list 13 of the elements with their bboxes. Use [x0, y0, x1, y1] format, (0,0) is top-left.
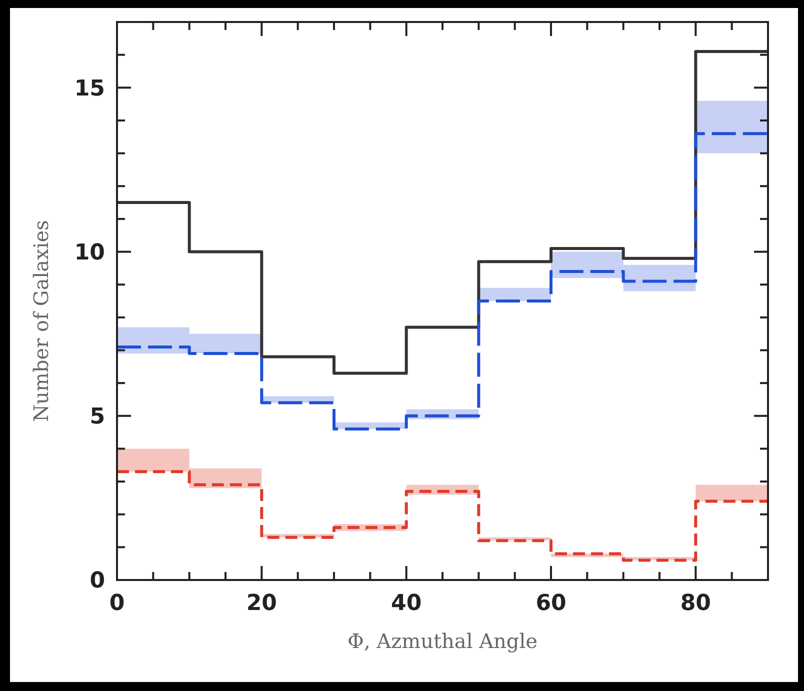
y-tick-label: 10: [74, 240, 105, 266]
bar: [696, 484, 768, 502]
y-tick-label: 5: [90, 404, 105, 430]
x-tick-label: 60: [536, 591, 566, 616]
y-axis-title: Number of Galaxies: [29, 220, 53, 422]
x-axis-title: Φ, Azmuthal Angle: [348, 629, 538, 653]
y-tick-label: 0: [90, 568, 105, 594]
x-tick-label: 40: [391, 591, 422, 616]
x-tick-label: 0: [109, 591, 125, 616]
y-tick-label: 15: [74, 76, 105, 102]
bar: [696, 100, 768, 154]
x-tick-label: 20: [246, 591, 277, 616]
x-tick-label: 80: [680, 591, 711, 616]
